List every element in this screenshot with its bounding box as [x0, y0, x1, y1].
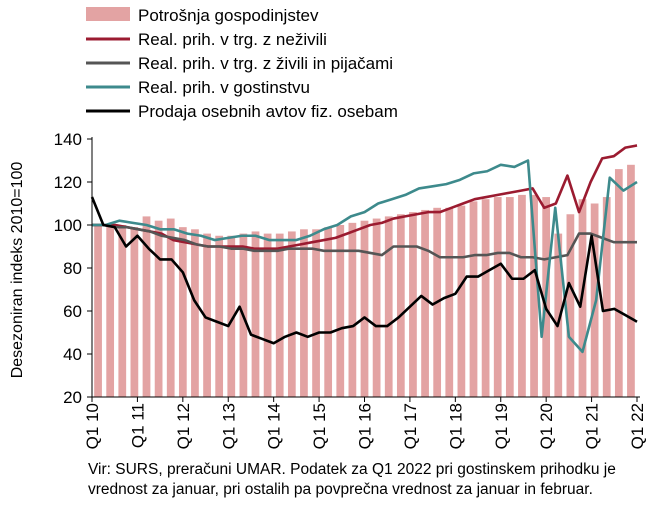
legend-label: Real. prih. v gostinstvu [138, 78, 310, 97]
x-tick-label: Q1 16 [356, 403, 375, 449]
legend-swatch [86, 7, 130, 21]
y-tick-label: 140 [54, 130, 82, 149]
x-tick-label: Q1 14 [265, 403, 284, 449]
bar [178, 227, 187, 397]
bar [505, 197, 514, 397]
bar [518, 194, 526, 397]
x-tick-label: Q1 19 [492, 403, 511, 449]
bar [215, 235, 224, 397]
bar [191, 229, 199, 397]
bar [142, 216, 151, 397]
bar [203, 233, 211, 397]
x-tick-label: Q1 15 [310, 403, 329, 449]
bar [227, 235, 236, 397]
bar [324, 227, 333, 397]
bar [566, 214, 575, 397]
line-series-group [90, 144, 638, 354]
y-tick-label: 60 [63, 302, 82, 321]
y-axis-label: Desezoniran indeks 2010=100 [9, 162, 26, 379]
bar [421, 209, 429, 397]
line-series-4 [90, 196, 638, 345]
bar [106, 225, 115, 397]
bar [336, 225, 345, 397]
bar-series-household-consumption [94, 164, 635, 397]
bar [118, 225, 127, 397]
bar [481, 199, 490, 397]
bar [166, 218, 175, 397]
bar [445, 207, 454, 397]
bar [384, 216, 393, 397]
line-series-3 [92, 159, 638, 354]
legend-label: Real. prih. v trg. z neživili [138, 30, 327, 49]
x-tick-label: Q1 12 [174, 403, 193, 449]
bar [251, 231, 260, 397]
x-tick-label: Q1 18 [446, 403, 465, 449]
x-tick-label: Q1 13 [219, 403, 238, 449]
x-tick-label: Q1 10 [83, 403, 102, 449]
x-tick-label: Q1 20 [537, 403, 556, 449]
bar [493, 197, 502, 397]
bar [372, 218, 381, 397]
legend: Potrošnja gospodinjstev Real. prih. v trg… [86, 6, 398, 121]
source-note: Vir: SURS, preračuni UMAR. Podatek za Q1… [88, 461, 616, 498]
bar [554, 233, 563, 397]
bar [348, 222, 357, 397]
line-series-2 [92, 223, 637, 261]
bar [602, 197, 611, 397]
bar [94, 225, 102, 397]
x-axis: Q1 10 Q1 11 Q1 12 Q1 13 Q1 14 Q1 15 Q1 16 Q1 17… [83, 396, 647, 449]
y-tick-label: 80 [63, 259, 82, 278]
x-tick-label: Q1 22 [628, 403, 647, 449]
y-tick-label: 20 [63, 388, 82, 407]
x-tick-label: Q1 17 [401, 403, 420, 449]
y-tick-label: 100 [54, 216, 82, 235]
y-tick-label: 120 [54, 173, 82, 192]
bar [396, 214, 405, 397]
bar [590, 203, 599, 397]
legend-label: Real. prih. v trg. z živili in pijačami [138, 54, 393, 73]
bar [130, 227, 139, 397]
y-axis: 20 40 60 80 100 120 140 [54, 130, 93, 407]
bar [530, 194, 538, 397]
bar [614, 169, 623, 397]
bar [360, 220, 369, 397]
bar [275, 233, 284, 397]
bar [154, 220, 163, 397]
bar [457, 205, 466, 397]
x-tick-label: Q1 21 [583, 403, 602, 449]
bar [287, 231, 296, 397]
bar [469, 201, 478, 397]
x-tick-label: Q1 11 [128, 403, 147, 448]
legend-label: Potrošnja gospodinjstev [138, 6, 319, 25]
bar [312, 229, 320, 397]
bar [263, 233, 272, 397]
bar [300, 229, 308, 397]
legend-label: Prodaja osebnih avtov fiz. osebam [138, 102, 398, 121]
line-series-1 [92, 144, 638, 250]
bar [627, 164, 635, 397]
y-tick-label: 40 [63, 345, 82, 364]
